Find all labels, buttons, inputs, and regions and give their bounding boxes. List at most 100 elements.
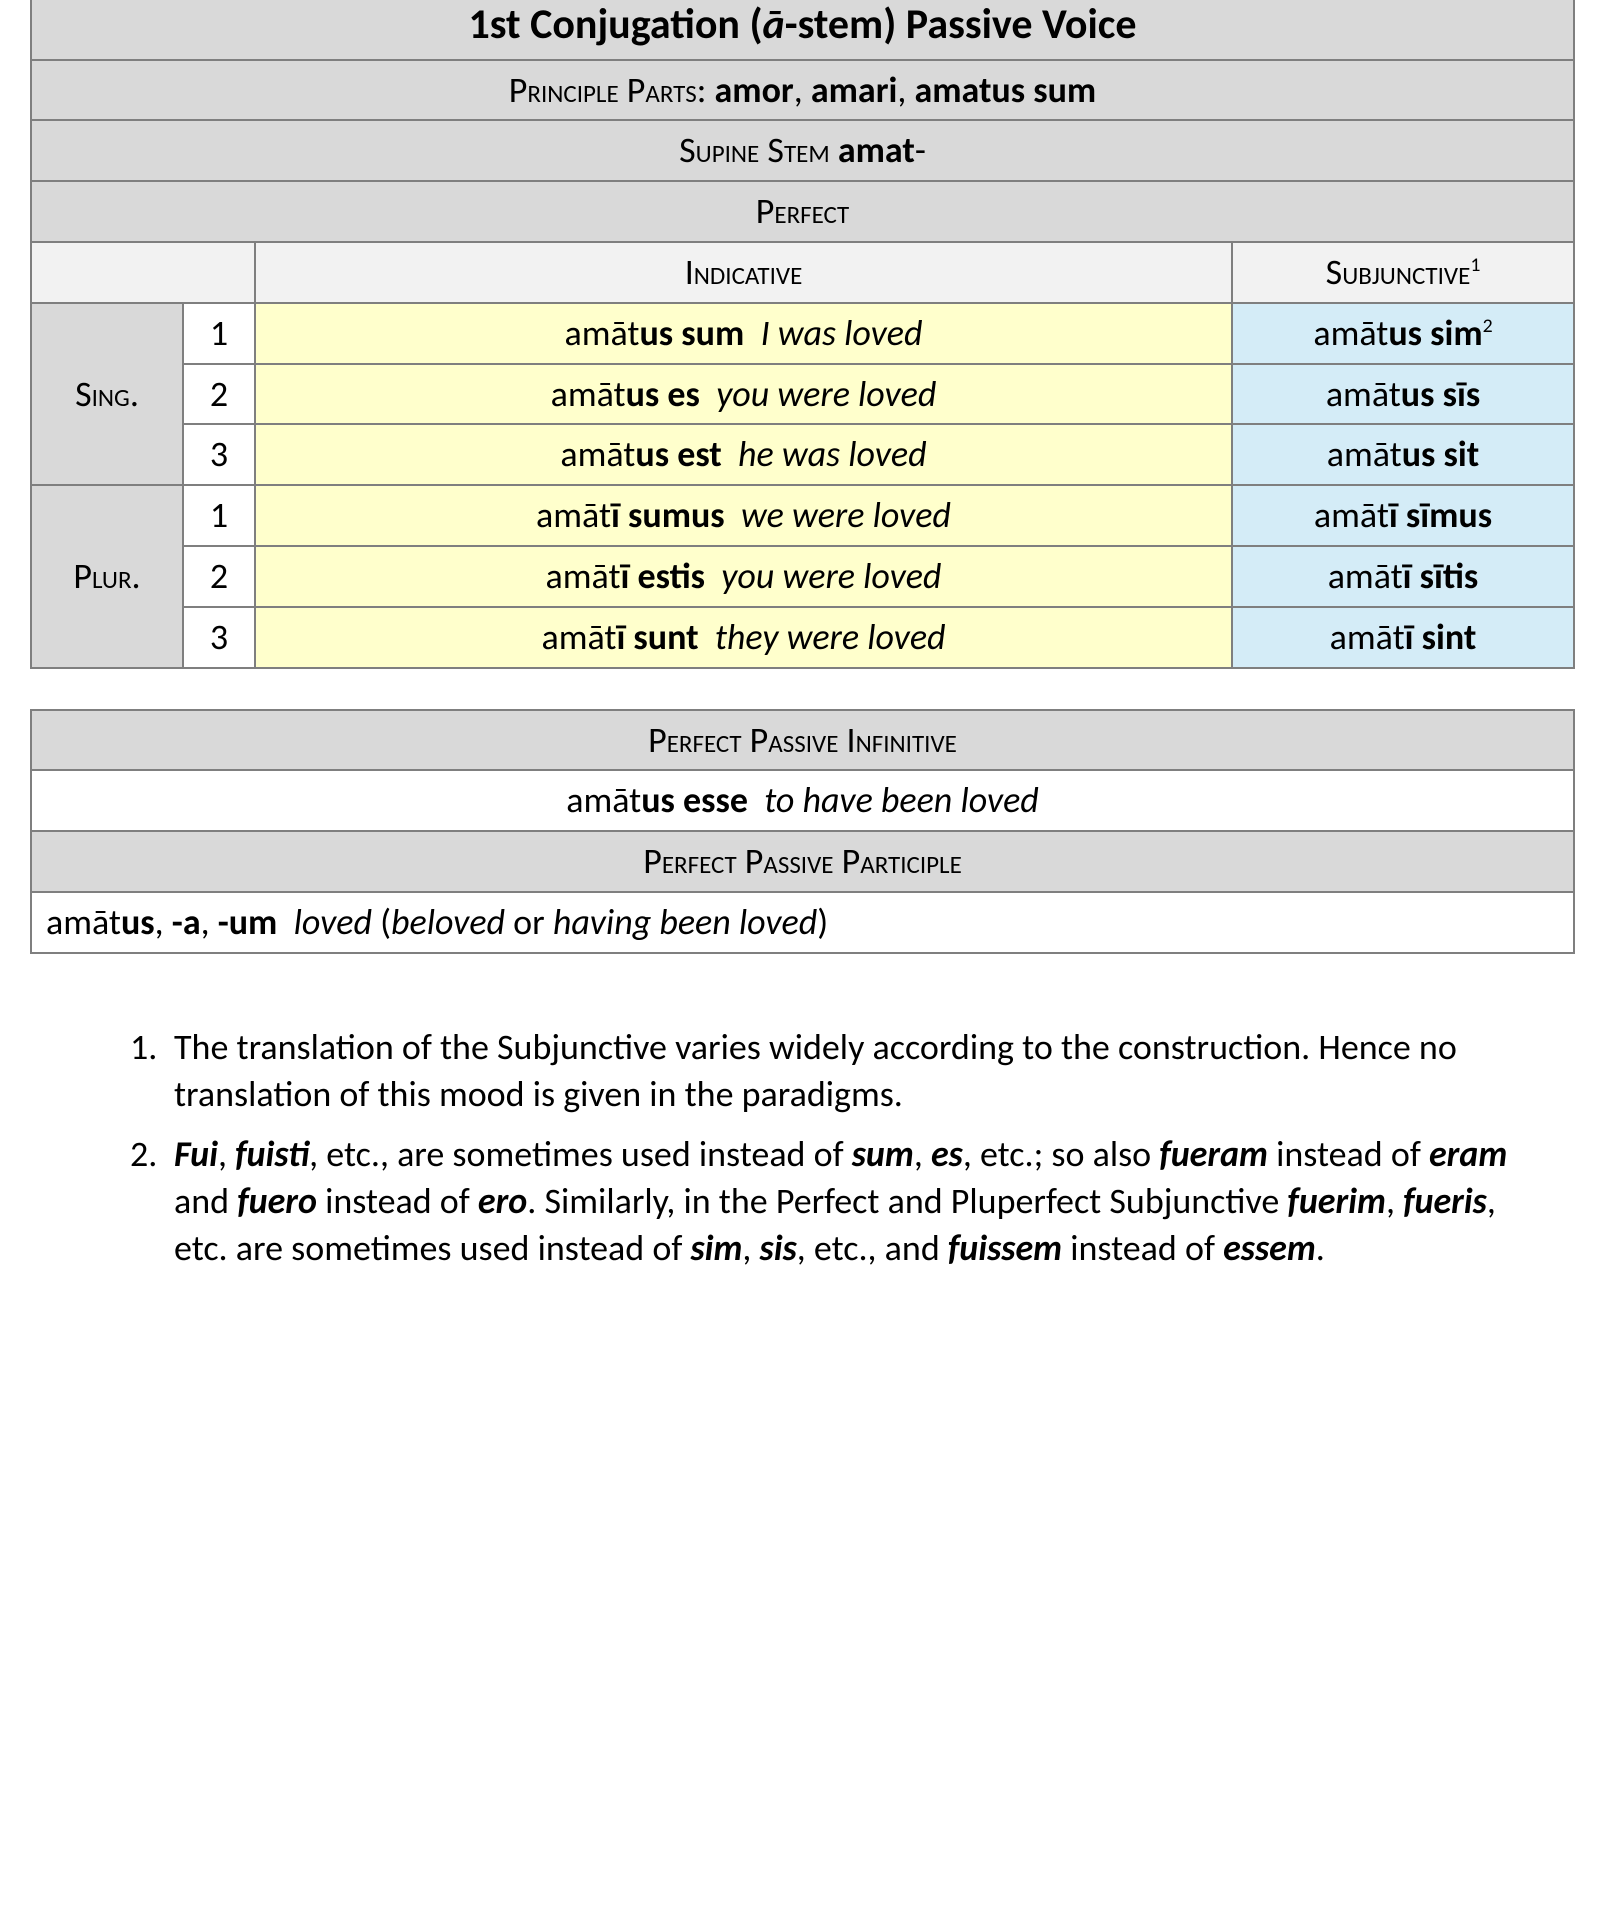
principle-parts-cell: Principle Parts: amor, amari, amatus sum: [31, 60, 1574, 121]
sp6: [699, 615, 715, 659]
sub-pl1-b: ī sīmus: [1389, 493, 1492, 537]
pp1: amor: [715, 68, 794, 112]
sub-sg1: amātus sim2: [1232, 303, 1574, 364]
main-table: 1st Conjugation (ā-stem) Passive Voice P…: [30, 0, 1575, 669]
part-b2: -a: [172, 900, 201, 944]
sub-pl3: amātī sint: [1232, 607, 1574, 668]
ind-sg1-b: us sum: [639, 311, 744, 355]
n2t1: Fui: [174, 1132, 218, 1176]
t-stem: ā: [763, 0, 785, 50]
sub-sg2-pre: amāt: [1326, 372, 1401, 416]
n2t9: fueram: [1159, 1132, 1268, 1176]
sub-sg3-pre: amāt: [1327, 432, 1402, 476]
num-pl2: 2: [183, 546, 255, 607]
pp-label: Principle Parts: [509, 68, 697, 112]
mood-subjunctive: Subjunctive1: [1232, 242, 1574, 303]
ind-pl1-b: ī sumus: [611, 493, 725, 537]
num-pl1: 1: [183, 485, 255, 546]
part-g1: loved: [294, 900, 372, 944]
n2t6: ,: [914, 1132, 931, 1176]
part-g2: beloved: [391, 900, 505, 944]
ind-pl3: amātī sunt they were loved: [255, 607, 1232, 668]
n2t7: es: [931, 1132, 963, 1176]
part-or: or: [505, 900, 553, 944]
n2t2: ,: [218, 1132, 235, 1176]
sub-sg3: amātus sit: [1232, 424, 1574, 485]
t-pre: 1st Conjugation (: [468, 0, 762, 50]
sub-pl2-pre: amāt: [1328, 554, 1403, 598]
ind-pl3-g: they were loved: [715, 615, 946, 659]
part-close: ): [817, 900, 828, 944]
sub-sg1-pre: amāt: [1313, 311, 1388, 355]
part-header-row: Perfect Passive Participle: [31, 831, 1574, 892]
ind-sg2-pre: amāt: [551, 372, 626, 416]
n2t4: , etc., are sometimes used instead of: [309, 1132, 852, 1176]
sp2: [700, 372, 716, 416]
n2t11: eram: [1429, 1132, 1507, 1176]
part-value: amātus, -a, -um loved (beloved or having…: [31, 892, 1574, 953]
ind-pl1-g: we were loved: [741, 493, 951, 537]
sp5: [705, 554, 721, 598]
sing-label: Sing.: [31, 303, 183, 485]
sub-pl1: amātī sīmus: [1232, 485, 1574, 546]
ind-sg3: amātus est he was loved: [255, 424, 1232, 485]
part-c1: ,: [155, 900, 172, 944]
ind-sg1: amātus sum I was loved: [255, 303, 1232, 364]
n2t22: ,: [742, 1226, 759, 1270]
sup-dash: -: [915, 128, 926, 172]
mood-row: Indicative Subjunctive1: [31, 242, 1574, 303]
sub-pl1-pre: amāt: [1314, 493, 1389, 537]
n2t26: instead of: [1062, 1226, 1223, 1270]
supine-cell: Supine Stem amat-: [31, 120, 1574, 181]
row-sg1: Sing. 1 amātus sum I was loved amātus si…: [31, 303, 1574, 364]
sp3: [722, 432, 738, 476]
inf-g: to have been loved: [764, 778, 1039, 822]
ind-sg2: amātus es you were loved: [255, 364, 1232, 425]
ind-sg1-g: I was loved: [761, 311, 923, 355]
part-b3: -um: [218, 900, 278, 944]
n2t12: and: [174, 1179, 237, 1223]
pp3: amatus sum: [914, 68, 1096, 112]
t-suf: -stem) Passive Voice: [785, 0, 1137, 50]
sp: [744, 311, 760, 355]
footnote-ref-1: 1: [1470, 253, 1480, 277]
ind-pl3-pre: amāt: [541, 615, 616, 659]
n2t8: , etc.; so also: [963, 1132, 1159, 1176]
sub-pl3-b: ī sint: [1405, 615, 1477, 659]
n2t19: fueris: [1403, 1179, 1487, 1223]
n2t28: .: [1316, 1226, 1325, 1270]
sub-pl3-pre: amāt: [1330, 615, 1405, 659]
mood-blank: [31, 242, 255, 303]
sub-sg2: amātus sīs: [1232, 364, 1574, 425]
n2t18: ,: [1386, 1179, 1403, 1223]
part-header: Perfect Passive Participle: [31, 831, 1574, 892]
num-sg1: 1: [183, 303, 255, 364]
pp-sep: :: [697, 68, 715, 112]
footnote-1: The translation of the Subjunctive varie…: [130, 1024, 1515, 1118]
sup-stem: amat: [838, 128, 915, 172]
n2t13: fuero: [237, 1179, 317, 1223]
pp2: amari: [811, 68, 897, 112]
n2t10: instead of: [1268, 1132, 1429, 1176]
part-value-row: amātus, -a, -um loved (beloved or having…: [31, 892, 1574, 953]
footnote-1-text: The translation of the Subjunctive varie…: [174, 1025, 1457, 1116]
sub-sg2-b: us sīs: [1401, 372, 1480, 416]
sub-sg3-b: us sit: [1402, 432, 1480, 476]
plur-label: Plur.: [31, 485, 183, 667]
inf-header: Perfect Passive Infinitive: [31, 710, 1574, 771]
inf-sp: [748, 778, 764, 822]
row-sg2: 2 amātus es you were loved amātus sīs: [31, 364, 1574, 425]
n2t25: fuissem: [948, 1226, 1062, 1270]
sub-pl2: amātī sītis: [1232, 546, 1574, 607]
n2t27: essem: [1223, 1226, 1316, 1270]
sp4: [725, 493, 741, 537]
inf-part-table: Perfect Passive Infinitive amātus esse t…: [30, 709, 1575, 954]
part-sp: [277, 900, 293, 944]
ind-pl1: amātī sumus we were loved: [255, 485, 1232, 546]
inf-header-row: Perfect Passive Infinitive: [31, 710, 1574, 771]
footnotes: The translation of the Subjunctive varie…: [30, 1024, 1575, 1272]
row-pl2: 2 amātī estis you were loved amātī sītis: [31, 546, 1574, 607]
n2t14: instead of: [317, 1179, 478, 1223]
n2t16: . Similarly, in the Perfect and Pluperfe…: [527, 1179, 1287, 1223]
inf-value-row: amātus esse to have been loved: [31, 770, 1574, 831]
